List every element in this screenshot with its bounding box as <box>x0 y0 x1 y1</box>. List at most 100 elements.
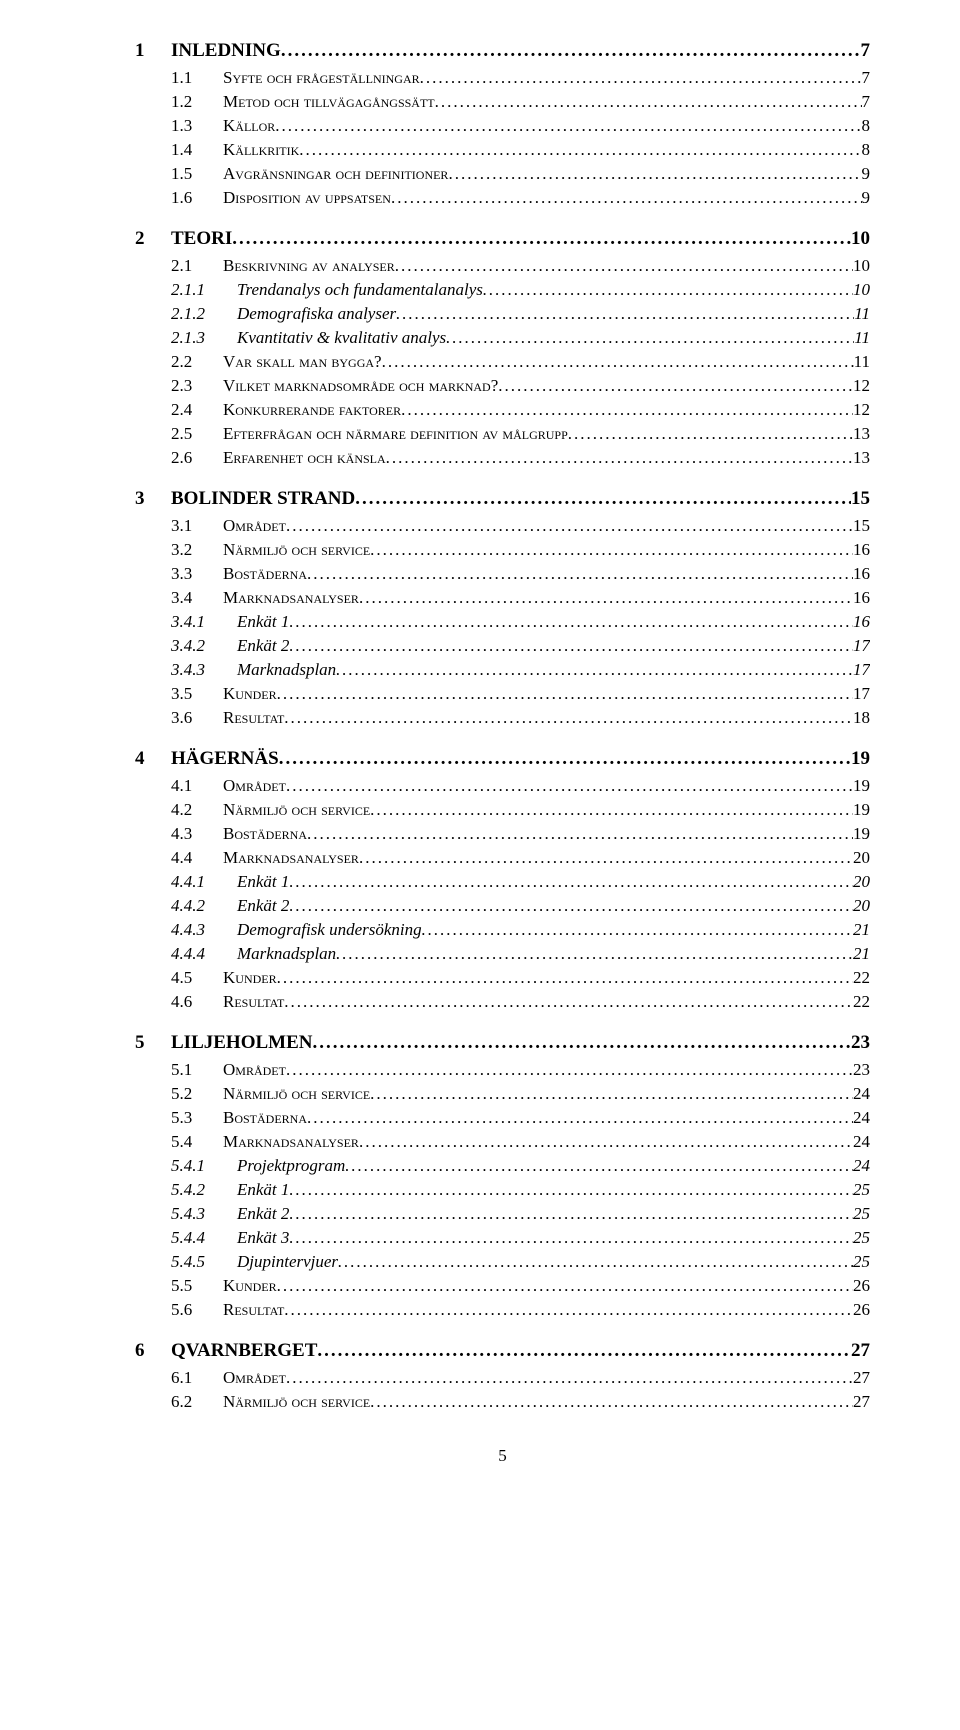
toc-entry: 5.4.5Djupintervjuer25 <box>171 1252 870 1272</box>
toc-entry-title: 3.4.3Marknadsplan <box>171 660 336 680</box>
toc-entry-title: 3.1Området <box>171 516 286 536</box>
toc-entry-page: 22 <box>853 992 870 1012</box>
toc-entry-text: Området <box>223 776 286 795</box>
toc-entry-title: 6QVARNBERGET <box>135 1340 317 1362</box>
toc-entry-number: 1.2 <box>171 92 223 112</box>
toc-entry: 4.4.2Enkät 2 20 <box>171 896 870 916</box>
toc-dots <box>307 564 853 584</box>
toc-dots <box>448 164 861 184</box>
toc-entry-page: 19 <box>853 776 870 796</box>
toc-entry-title: 5.5Kunder <box>171 1276 277 1296</box>
toc-entry-page: 25 <box>853 1252 870 1272</box>
toc-entry: 5.4.1Projektprogram24 <box>171 1156 870 1176</box>
toc-entry: 4.6Resultat22 <box>171 992 870 1012</box>
toc-entry-text: Vilket marknadsområde och marknad? <box>223 376 498 395</box>
toc-entry-number: 2.1.3 <box>171 328 237 348</box>
toc-dots <box>370 540 853 560</box>
toc-entry-page: 17 <box>853 684 870 704</box>
toc-entry-number: 3.4.2 <box>171 636 237 656</box>
toc-entry-title: 2.6Erfarenhet och känsla <box>171 448 386 468</box>
toc-entry: 3.3Bostäderna16 <box>171 564 870 584</box>
toc-entry-number: 3.4.3 <box>171 660 237 680</box>
toc-dots <box>382 352 854 372</box>
toc-entry: 4.5Kunder22 <box>171 968 870 988</box>
toc-entry-number: 5.1 <box>171 1060 223 1080</box>
toc-dots <box>370 1392 853 1412</box>
toc-entry-page: 20 <box>853 896 870 916</box>
toc-entry-page: 11 <box>854 304 870 324</box>
toc-entry-page: 20 <box>853 848 870 868</box>
toc-entry-text: Enkät 1 <box>237 1180 289 1199</box>
toc-entry-page: 10 <box>853 280 870 300</box>
toc-entry-page: 16 <box>853 588 870 608</box>
toc-entry-page: 25 <box>853 1204 870 1224</box>
toc-entry: 2.2Var skall man bygga?11 <box>171 352 870 372</box>
toc-entry-page: 22 <box>853 968 870 988</box>
toc-entry-number: 5.3 <box>171 1108 223 1128</box>
toc-entry: 5.4Marknadsanalyser24 <box>171 1132 870 1152</box>
toc-dots <box>289 1180 853 1200</box>
toc-dots <box>299 140 861 160</box>
toc-entry-text: Närmiljö och service <box>223 540 370 559</box>
toc-entry-number: 5.5 <box>171 1276 223 1296</box>
toc-entry-text: Marknadsanalyser <box>223 848 359 867</box>
toc-entry-title: 4.4.4Marknadsplan <box>171 944 336 964</box>
toc-entry-text: Marknadsplan <box>237 944 336 963</box>
toc-entry-text: Enkät 1 <box>237 612 289 631</box>
toc-entry-page: 13 <box>853 448 870 468</box>
toc-entry: 5.4.4Enkät 325 <box>171 1228 870 1248</box>
toc-dots <box>286 1060 853 1080</box>
toc-entry: 4.4.1Enkät 120 <box>171 872 870 892</box>
toc-entry: 5.1Området23 <box>171 1060 870 1080</box>
toc-entry-title: 4.4.2Enkät 2 <box>171 896 289 916</box>
toc-entry-number: 4.2 <box>171 800 223 820</box>
toc-entry: 3.6Resultat18 <box>171 708 870 728</box>
toc-entry-text: Konkurrerande faktorer <box>223 400 401 419</box>
toc-entry-text: Kunder <box>223 1276 277 1295</box>
toc-dots <box>359 1132 853 1152</box>
toc-dots <box>359 848 853 868</box>
toc-entry-number: 3.2 <box>171 540 223 560</box>
toc-dots <box>312 1032 851 1054</box>
toc-dots <box>483 280 853 300</box>
toc-entry-title: 5.3Bostäderna <box>171 1108 307 1128</box>
toc-entry-title: 3.4.1Enkät 1 <box>171 612 289 632</box>
toc-entry-text: Erfarenhet och känsla <box>223 448 386 467</box>
toc-entry-page: 23 <box>851 1032 870 1054</box>
toc-entry-text: Bostäderna <box>223 1108 307 1127</box>
toc-entry-page: 9 <box>862 188 871 208</box>
toc-entry-text: Resultat <box>223 708 284 727</box>
toc-entry-text: Området <box>223 1368 286 1387</box>
toc-entry-number: 1.1 <box>171 68 223 88</box>
toc-entry-page: 7 <box>862 92 871 112</box>
toc-entry: 3.1Området 15 <box>171 516 870 536</box>
toc-entry: 1.3Källor8 <box>171 116 870 136</box>
toc-dots <box>286 776 853 796</box>
toc-dots <box>289 872 853 892</box>
toc-entry-title: 4.2Närmiljö och service <box>171 800 370 820</box>
toc-entry-title: 6.1Området <box>171 1368 286 1388</box>
toc-dots <box>232 228 851 250</box>
toc-entry-title: 1.4Källkritik <box>171 140 299 160</box>
toc-entry-title: 3.4.2Enkät 2 <box>171 636 289 656</box>
toc-entry: 5.2Närmiljö och service24 <box>171 1084 870 1104</box>
toc-entry: 2.1.1Trendanalys och fundamentalanalys10 <box>171 280 870 300</box>
toc-entry: 2.1.2Demografiska analyser11 <box>171 304 870 324</box>
toc-dots <box>338 1252 853 1272</box>
toc-entry-number: 2.4 <box>171 400 223 420</box>
toc-entry: 4.4.3Demografisk undersökning21 <box>171 920 870 940</box>
toc-entry: 2.5Efterfrågan och närmare definition av… <box>171 424 870 444</box>
toc-entry-text: Resultat <box>223 992 284 1011</box>
toc-dots <box>446 328 854 348</box>
toc-entry-title: 5.4.3Enkät 2 <box>171 1204 289 1224</box>
toc-dots <box>396 304 854 324</box>
toc-entry-title: 2.4Konkurrerande faktorer <box>171 400 401 420</box>
toc-entry-text: Demografiska analyser <box>237 304 396 323</box>
toc-entry-page: 10 <box>851 228 870 250</box>
toc-entry-page: 24 <box>853 1084 870 1104</box>
toc-entry-page: 15 <box>853 516 870 536</box>
toc-entry-title: 1.1Syfte och frågeställningar <box>171 68 420 88</box>
toc-entry-page: 27 <box>851 1340 870 1362</box>
toc-entry: 4.1Området19 <box>171 776 870 796</box>
toc-dots <box>289 612 853 632</box>
